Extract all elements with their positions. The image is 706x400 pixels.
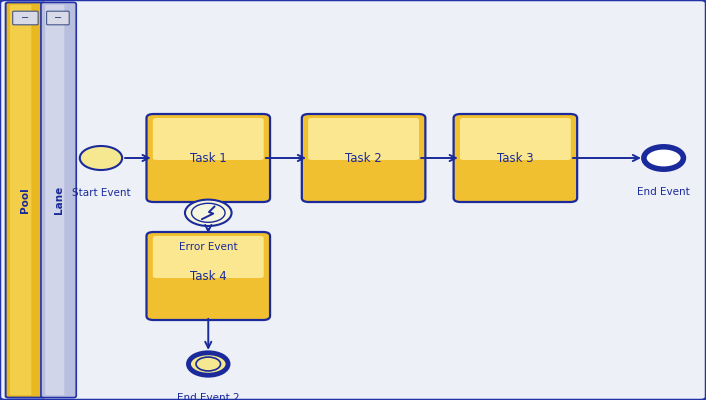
Text: Start Event: Start Event xyxy=(71,188,131,198)
FancyBboxPatch shape xyxy=(45,5,64,395)
Circle shape xyxy=(80,146,122,170)
Circle shape xyxy=(189,353,228,375)
FancyBboxPatch shape xyxy=(302,114,425,202)
FancyBboxPatch shape xyxy=(41,2,76,398)
FancyBboxPatch shape xyxy=(308,118,419,160)
Text: Pool: Pool xyxy=(20,187,30,213)
FancyBboxPatch shape xyxy=(13,11,38,25)
Text: Task 4: Task 4 xyxy=(190,270,227,282)
FancyBboxPatch shape xyxy=(10,5,31,395)
Text: Task 3: Task 3 xyxy=(497,152,534,164)
FancyBboxPatch shape xyxy=(152,236,264,278)
Circle shape xyxy=(185,200,232,226)
Text: Lane: Lane xyxy=(54,186,64,214)
FancyBboxPatch shape xyxy=(146,232,270,320)
Text: Error Event: Error Event xyxy=(179,242,238,252)
Circle shape xyxy=(644,147,683,169)
Circle shape xyxy=(196,357,220,371)
Text: End Event 2: End Event 2 xyxy=(177,393,239,400)
Text: End Event: End Event xyxy=(638,187,690,197)
FancyBboxPatch shape xyxy=(47,11,69,25)
Text: Task 1: Task 1 xyxy=(190,152,227,164)
FancyBboxPatch shape xyxy=(152,118,264,160)
FancyBboxPatch shape xyxy=(453,114,578,202)
FancyBboxPatch shape xyxy=(6,2,45,398)
Text: −: − xyxy=(54,13,62,23)
Circle shape xyxy=(191,203,225,222)
Text: Task 2: Task 2 xyxy=(345,152,382,164)
FancyBboxPatch shape xyxy=(460,118,571,160)
Text: −: − xyxy=(21,13,30,23)
FancyBboxPatch shape xyxy=(146,114,270,202)
